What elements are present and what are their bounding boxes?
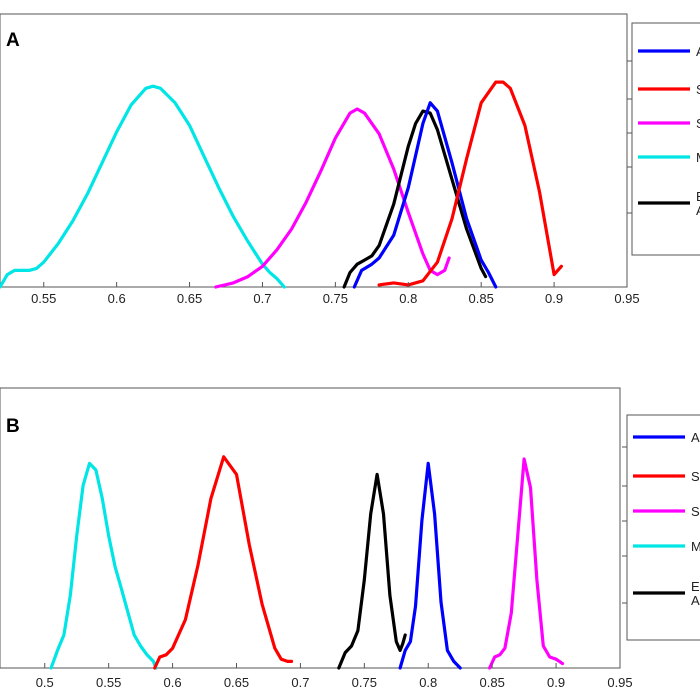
panel-a-x-tick-label: 0.85 bbox=[469, 291, 494, 306]
panel-b-x-tick-label: 0.65 bbox=[224, 675, 249, 690]
panel-a-legend-label: E bbox=[696, 189, 700, 204]
panel-a-x-tick-label: 0.7 bbox=[253, 291, 271, 306]
panel-b-x-tick-label: 0.85 bbox=[480, 675, 505, 690]
panel-b-legend-label: M bbox=[691, 539, 700, 554]
panel-b-legend-label: E bbox=[691, 579, 700, 594]
panel-b-x-tick-label: 0.75 bbox=[352, 675, 377, 690]
panel-a-label: A bbox=[6, 30, 20, 51]
panel-b: B 0.5 0.55 0.6 0.65 0.7 0.75 0.8 0.85 0.9 0.95 A S… bbox=[0, 387, 700, 690]
panel-b-series-black bbox=[337, 472, 407, 670]
panel-a-series-blue bbox=[352, 101, 498, 289]
panel-b-x-tick-label: 0.55 bbox=[96, 675, 121, 690]
panel-b-legend-label: S bbox=[691, 504, 700, 519]
panel-a-series bbox=[0, 80, 563, 289]
panel-a-legend-label-line2: A bbox=[696, 203, 700, 218]
panel-b-series-cyan bbox=[49, 461, 158, 670]
panel-b-series-blue bbox=[398, 461, 462, 670]
panel-b-x-tick-label: 0.7 bbox=[291, 675, 309, 690]
panel-b-series bbox=[49, 455, 565, 670]
panel-a-x-tick-label: 0.95 bbox=[614, 291, 639, 306]
panel-b-series-magenta bbox=[488, 457, 565, 670]
panel-a-legend-label: M bbox=[696, 150, 700, 165]
panel-b-label: B bbox=[6, 416, 20, 437]
panel-a-x-tick-label: 0.9 bbox=[545, 291, 563, 306]
panel-a-series-red bbox=[377, 80, 563, 287]
panel-a: A 0.55 0.6 0.65 0.7 0.75 0.8 0.85 0.9 0.95 A S S M E… bbox=[0, 13, 700, 306]
panel-b-series-red bbox=[153, 455, 294, 670]
panel-a-legend-label: A bbox=[696, 44, 700, 59]
panel-b-legend-label: S bbox=[691, 469, 700, 484]
panel-b-legend-box bbox=[626, 414, 700, 641]
panel-a-series-cyan bbox=[0, 84, 286, 289]
panel-a-x-tick-label: 0.55 bbox=[31, 291, 56, 306]
panel-a-x-ticks: 0.55 0.6 0.65 0.7 0.75 0.8 0.85 0.9 0.95 bbox=[31, 282, 640, 306]
panel-a-legend-label: S bbox=[696, 116, 700, 131]
panel-a-x-tick-label: 0.75 bbox=[323, 291, 348, 306]
panel-a-x-tick-label: 0.6 bbox=[108, 291, 126, 306]
panel-a-legend-box bbox=[631, 22, 700, 256]
panel-b-x-tick-label: 0.9 bbox=[547, 675, 565, 690]
panel-a-legend-label: S bbox=[696, 82, 700, 97]
panel-a-series-magenta bbox=[214, 107, 451, 289]
panel-a-x-tick-label: 0.8 bbox=[399, 291, 417, 306]
panel-b-x-tick-label: 0.6 bbox=[164, 675, 182, 690]
panel-b-x-tick-label: 0.5 bbox=[36, 675, 54, 690]
panel-b-legend-label: A bbox=[691, 430, 700, 445]
panel-a-x-tick-label: 0.65 bbox=[177, 291, 202, 306]
panel-b-axes-frame bbox=[0, 387, 621, 669]
panel-b-x-ticks: 0.5 0.55 0.6 0.65 0.7 0.75 0.8 0.85 0.9 0.95 bbox=[36, 663, 633, 690]
panel-a-axes-frame bbox=[0, 13, 628, 288]
panel-b-x-tick-label: 0.95 bbox=[607, 675, 632, 690]
panel-b-x-tick-label: 0.8 bbox=[419, 675, 437, 690]
panel-a-series-black bbox=[342, 109, 488, 289]
panel-b-legend-label-line2: A bbox=[691, 593, 700, 608]
